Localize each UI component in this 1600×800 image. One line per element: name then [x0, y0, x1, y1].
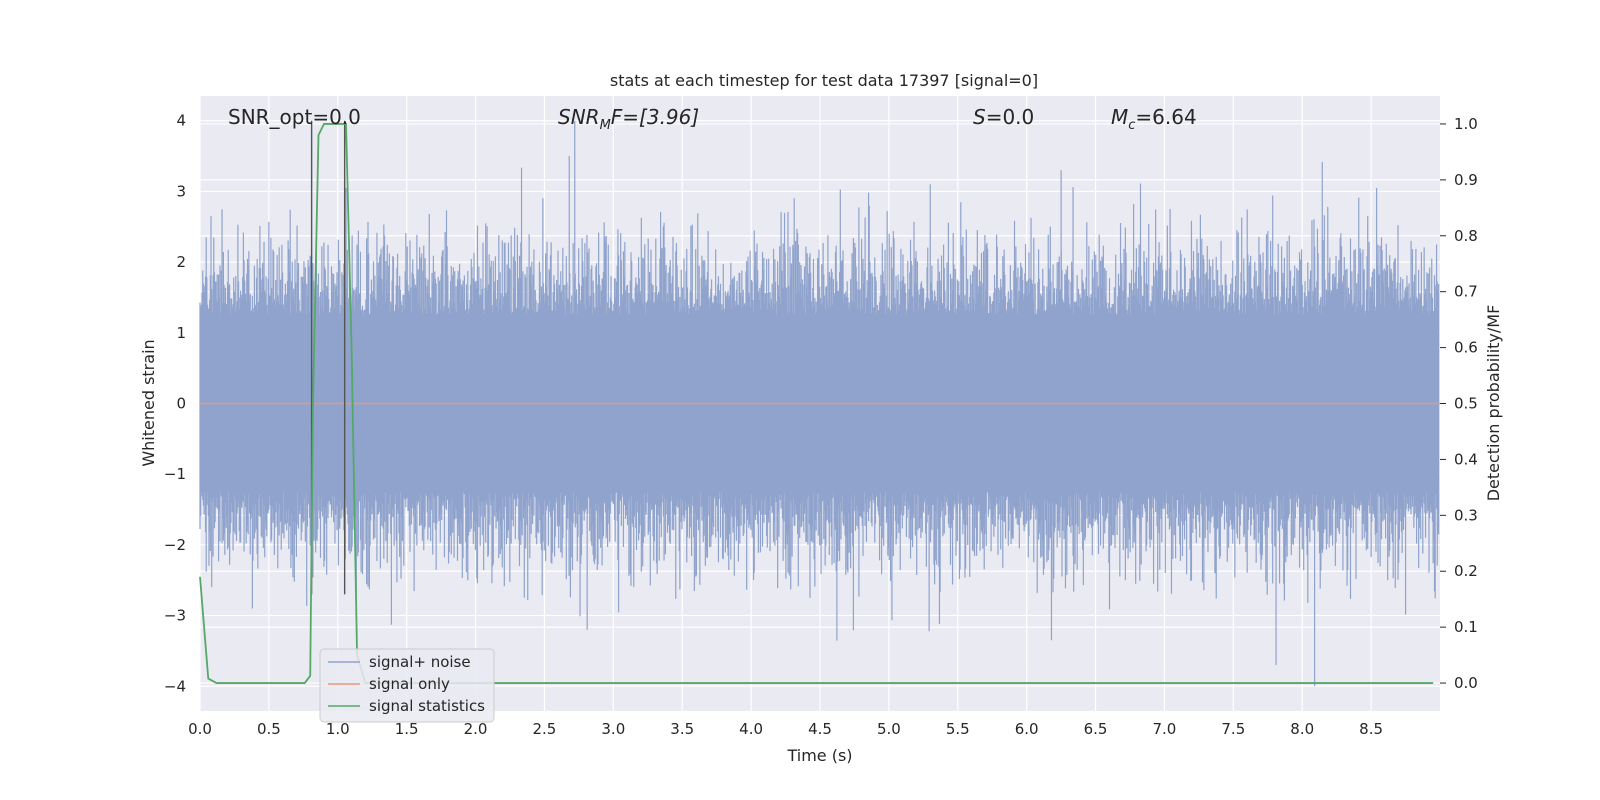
y-right-tick-label: 0.9 [1454, 171, 1478, 189]
y-right-tick-label: 0.4 [1454, 450, 1478, 468]
x-tick-label: 1.0 [326, 720, 350, 738]
y-tick-label: 2 [176, 253, 186, 271]
y-tick-label: 0 [176, 395, 186, 413]
s-annotation: S=0.0 [973, 105, 1034, 129]
x-tick-label: 2.0 [464, 720, 488, 738]
y-tick-label: 3 [176, 182, 186, 200]
y-tick-label: −1 [164, 465, 186, 483]
y-right-tick-label: 0.3 [1454, 506, 1478, 524]
signal-statistics-line [199, 123, 1434, 684]
y-axis-right: 0.0 0.1 0.2 0.3 0.4 0.5 0.6 0.7 0.8 0.9 1.0 [1440, 115, 1478, 692]
y-tick-label: 1 [176, 324, 186, 342]
y-right-tick-label: 0.8 [1454, 227, 1478, 245]
x-tick-label: 1.5 [395, 720, 419, 738]
snr-opt-annotation: SNR_opt=0.0 [228, 105, 361, 129]
legend-label-statistics: signal statistics [369, 697, 485, 715]
legend-label-signal-only: signal only [369, 675, 450, 693]
x-tick-label: 8.5 [1359, 720, 1383, 738]
legend-label-noise: signal+ noise [369, 653, 471, 671]
x-tick-label: 0.0 [188, 720, 212, 738]
x-tick-label: 4.0 [739, 720, 763, 738]
x-axis-label: Time (s) [786, 746, 852, 765]
x-tick-label: 6.5 [1084, 720, 1108, 738]
chart-title: stats at each timestep for test data 173… [610, 71, 1038, 90]
line-series [199, 120, 1440, 684]
y-tick-label: −2 [164, 536, 186, 554]
legend: signal+ noise signal only signal statist… [319, 648, 495, 723]
x-tick-label: 7.5 [1221, 720, 1245, 738]
noise-series [199, 120, 1440, 687]
noise-trace [199, 120, 1440, 687]
y-right-tick-label: 0.6 [1454, 339, 1478, 357]
y-tick-label: −3 [164, 607, 186, 625]
snr-mf-annotation: SNRMF=[3.96] [558, 105, 699, 133]
x-tick-label: 3.5 [670, 720, 694, 738]
x-tick-label: 4.5 [808, 720, 832, 738]
x-tick-label: 2.5 [533, 720, 557, 738]
y-right-tick-label: 0.5 [1454, 395, 1478, 413]
y-axis-label: Whitened strain [139, 339, 158, 466]
y-right-tick-label: 0.7 [1454, 283, 1478, 301]
x-tick-label: 0.5 [257, 720, 281, 738]
x-tick-label: 3.0 [601, 720, 625, 738]
y-axis-right-label: Detection probability/MF [1484, 305, 1503, 502]
y-axis-left: −4 −3 −2 −1 0 1 2 3 4 [164, 112, 186, 696]
x-tick-label: 5.0 [877, 720, 901, 738]
y-right-tick-label: 0.2 [1454, 562, 1478, 580]
y-right-tick-label: 1.0 [1454, 115, 1478, 133]
mc-annotation: Mc=6.64 [1111, 105, 1197, 133]
x-axis: 0.0 0.5 1.0 1.5 2.0 2.5 3.0 3.5 4.0 4.5 5.0 5.5 6.0 6… [188, 720, 1383, 738]
x-tick-label: 5.5 [946, 720, 970, 738]
x-tick-label: 8.0 [1290, 720, 1314, 738]
x-tick-label: 7.0 [1153, 720, 1177, 738]
y-tick-label: −4 [164, 677, 186, 695]
y-tick-label: 4 [176, 112, 186, 130]
y-right-tick-label: 0.1 [1454, 618, 1478, 636]
y-right-tick-label: 0.0 [1454, 674, 1478, 692]
x-tick-label: 6.0 [1015, 720, 1039, 738]
